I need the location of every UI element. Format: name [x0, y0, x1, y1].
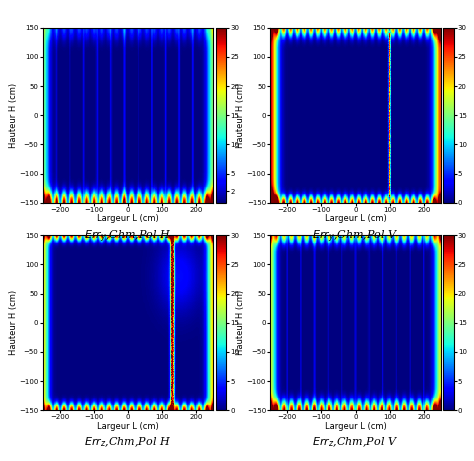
X-axis label: Largeur L (cm): Largeur L (cm): [325, 214, 386, 224]
X-axis label: Largeur L (cm): Largeur L (cm): [97, 422, 159, 431]
Y-axis label: Hauteur H (cm): Hauteur H (cm): [9, 290, 18, 355]
Y-axis label: Hauteur H (cm): Hauteur H (cm): [9, 83, 18, 148]
Y-axis label: Hauteur H (cm): Hauteur H (cm): [236, 83, 245, 148]
Text: $Err_z$,Chm,Pol V: $Err_z$,Chm,Pol V: [312, 436, 399, 449]
Text: $Err_y$,Chm,Pol H: $Err_y$,Chm,Pol H: [84, 228, 172, 245]
X-axis label: Largeur L (cm): Largeur L (cm): [325, 422, 386, 431]
Text: $Err_z$,Chm,Pol H: $Err_z$,Chm,Pol H: [84, 436, 172, 449]
Text: $Err_y$,Chm,Pol V: $Err_y$,Chm,Pol V: [312, 228, 399, 245]
Y-axis label: Hauteur H (cm): Hauteur H (cm): [236, 290, 245, 355]
X-axis label: Largeur L (cm): Largeur L (cm): [97, 214, 159, 224]
